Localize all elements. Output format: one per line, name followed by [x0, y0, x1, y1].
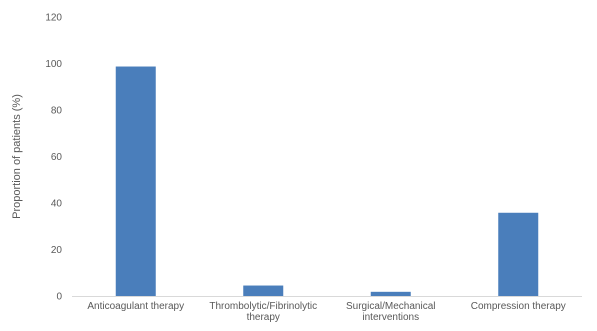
x-category-label-line: Surgical/Mechanical [346, 301, 436, 312]
y-axis-title: Proportion of patients (%) [11, 94, 23, 219]
x-category-label-line: Anticoagulant therapy [87, 301, 184, 312]
x-axis-labels: Anticoagulant therapy Thrombolytic/Fibrin… [87, 301, 565, 323]
x-category-label-line: Compression therapy [471, 301, 566, 312]
y-tick-label: 80 [51, 106, 63, 117]
y-tick-label: 60 [51, 152, 63, 163]
x-category-label-line: Thrombolytic/Fibrinolytic [209, 301, 317, 312]
y-tick-label: 20 [51, 245, 63, 256]
x-category-label-line: therapy [247, 312, 280, 323]
bar [498, 212, 539, 296]
y-tick-label: 0 [56, 292, 62, 303]
bars [115, 66, 539, 297]
y-axis-ticks: 0 20 40 60 80 100 120 [45, 13, 62, 303]
x-category-label: Thrombolytic/Fibrinolytic therapy [209, 301, 317, 323]
bar [243, 285, 284, 296]
y-tick-label: 100 [45, 59, 62, 70]
bar [370, 291, 411, 296]
y-tick-label: 40 [51, 199, 63, 210]
y-tick-label: 120 [45, 13, 62, 24]
bar [115, 66, 156, 297]
x-category-label: Anticoagulant therapy [87, 301, 184, 312]
x-category-label: Compression therapy [471, 301, 566, 312]
x-category-label: Surgical/Mechanical interventions [346, 301, 436, 323]
x-category-label-line: interventions [362, 312, 419, 323]
